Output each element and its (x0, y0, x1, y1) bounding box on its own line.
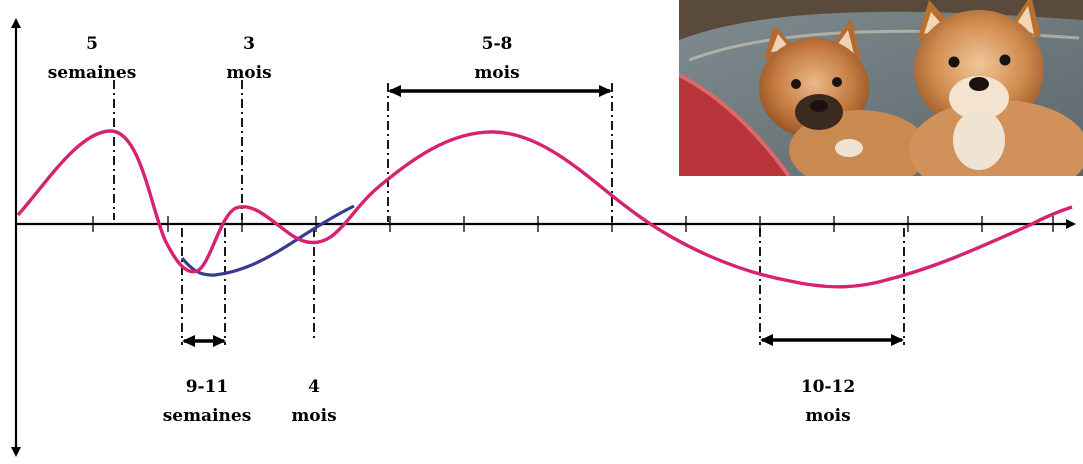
label-10-12-months-number: 10-12 (801, 377, 855, 397)
puppies-illustration (679, 0, 1083, 176)
label-4-months-unit: mois (291, 406, 336, 426)
phase-markers (113, 80, 905, 345)
label-3-months-unit: mois (226, 63, 271, 83)
development-curve (16, 129, 1073, 289)
label-5-8-months-unit: mois (474, 63, 519, 83)
label-10-12-months-unit: mois (805, 406, 850, 426)
label-3-months-number: 3 (243, 34, 255, 54)
label-4-months-number: 4 (308, 377, 320, 397)
puppies-photo (679, 0, 1083, 176)
label-5-weeks-unit: semaines (48, 63, 137, 83)
label-5-weeks-number: 5 (86, 34, 98, 54)
label-9-11-weeks-unit: semaines (163, 406, 252, 426)
label-5-8-months-number: 5-8 (482, 34, 513, 54)
axis-ticks (92, 216, 1054, 232)
alternate-curve (180, 204, 355, 277)
label-9-11-weeks-number: 9-11 (186, 377, 229, 397)
